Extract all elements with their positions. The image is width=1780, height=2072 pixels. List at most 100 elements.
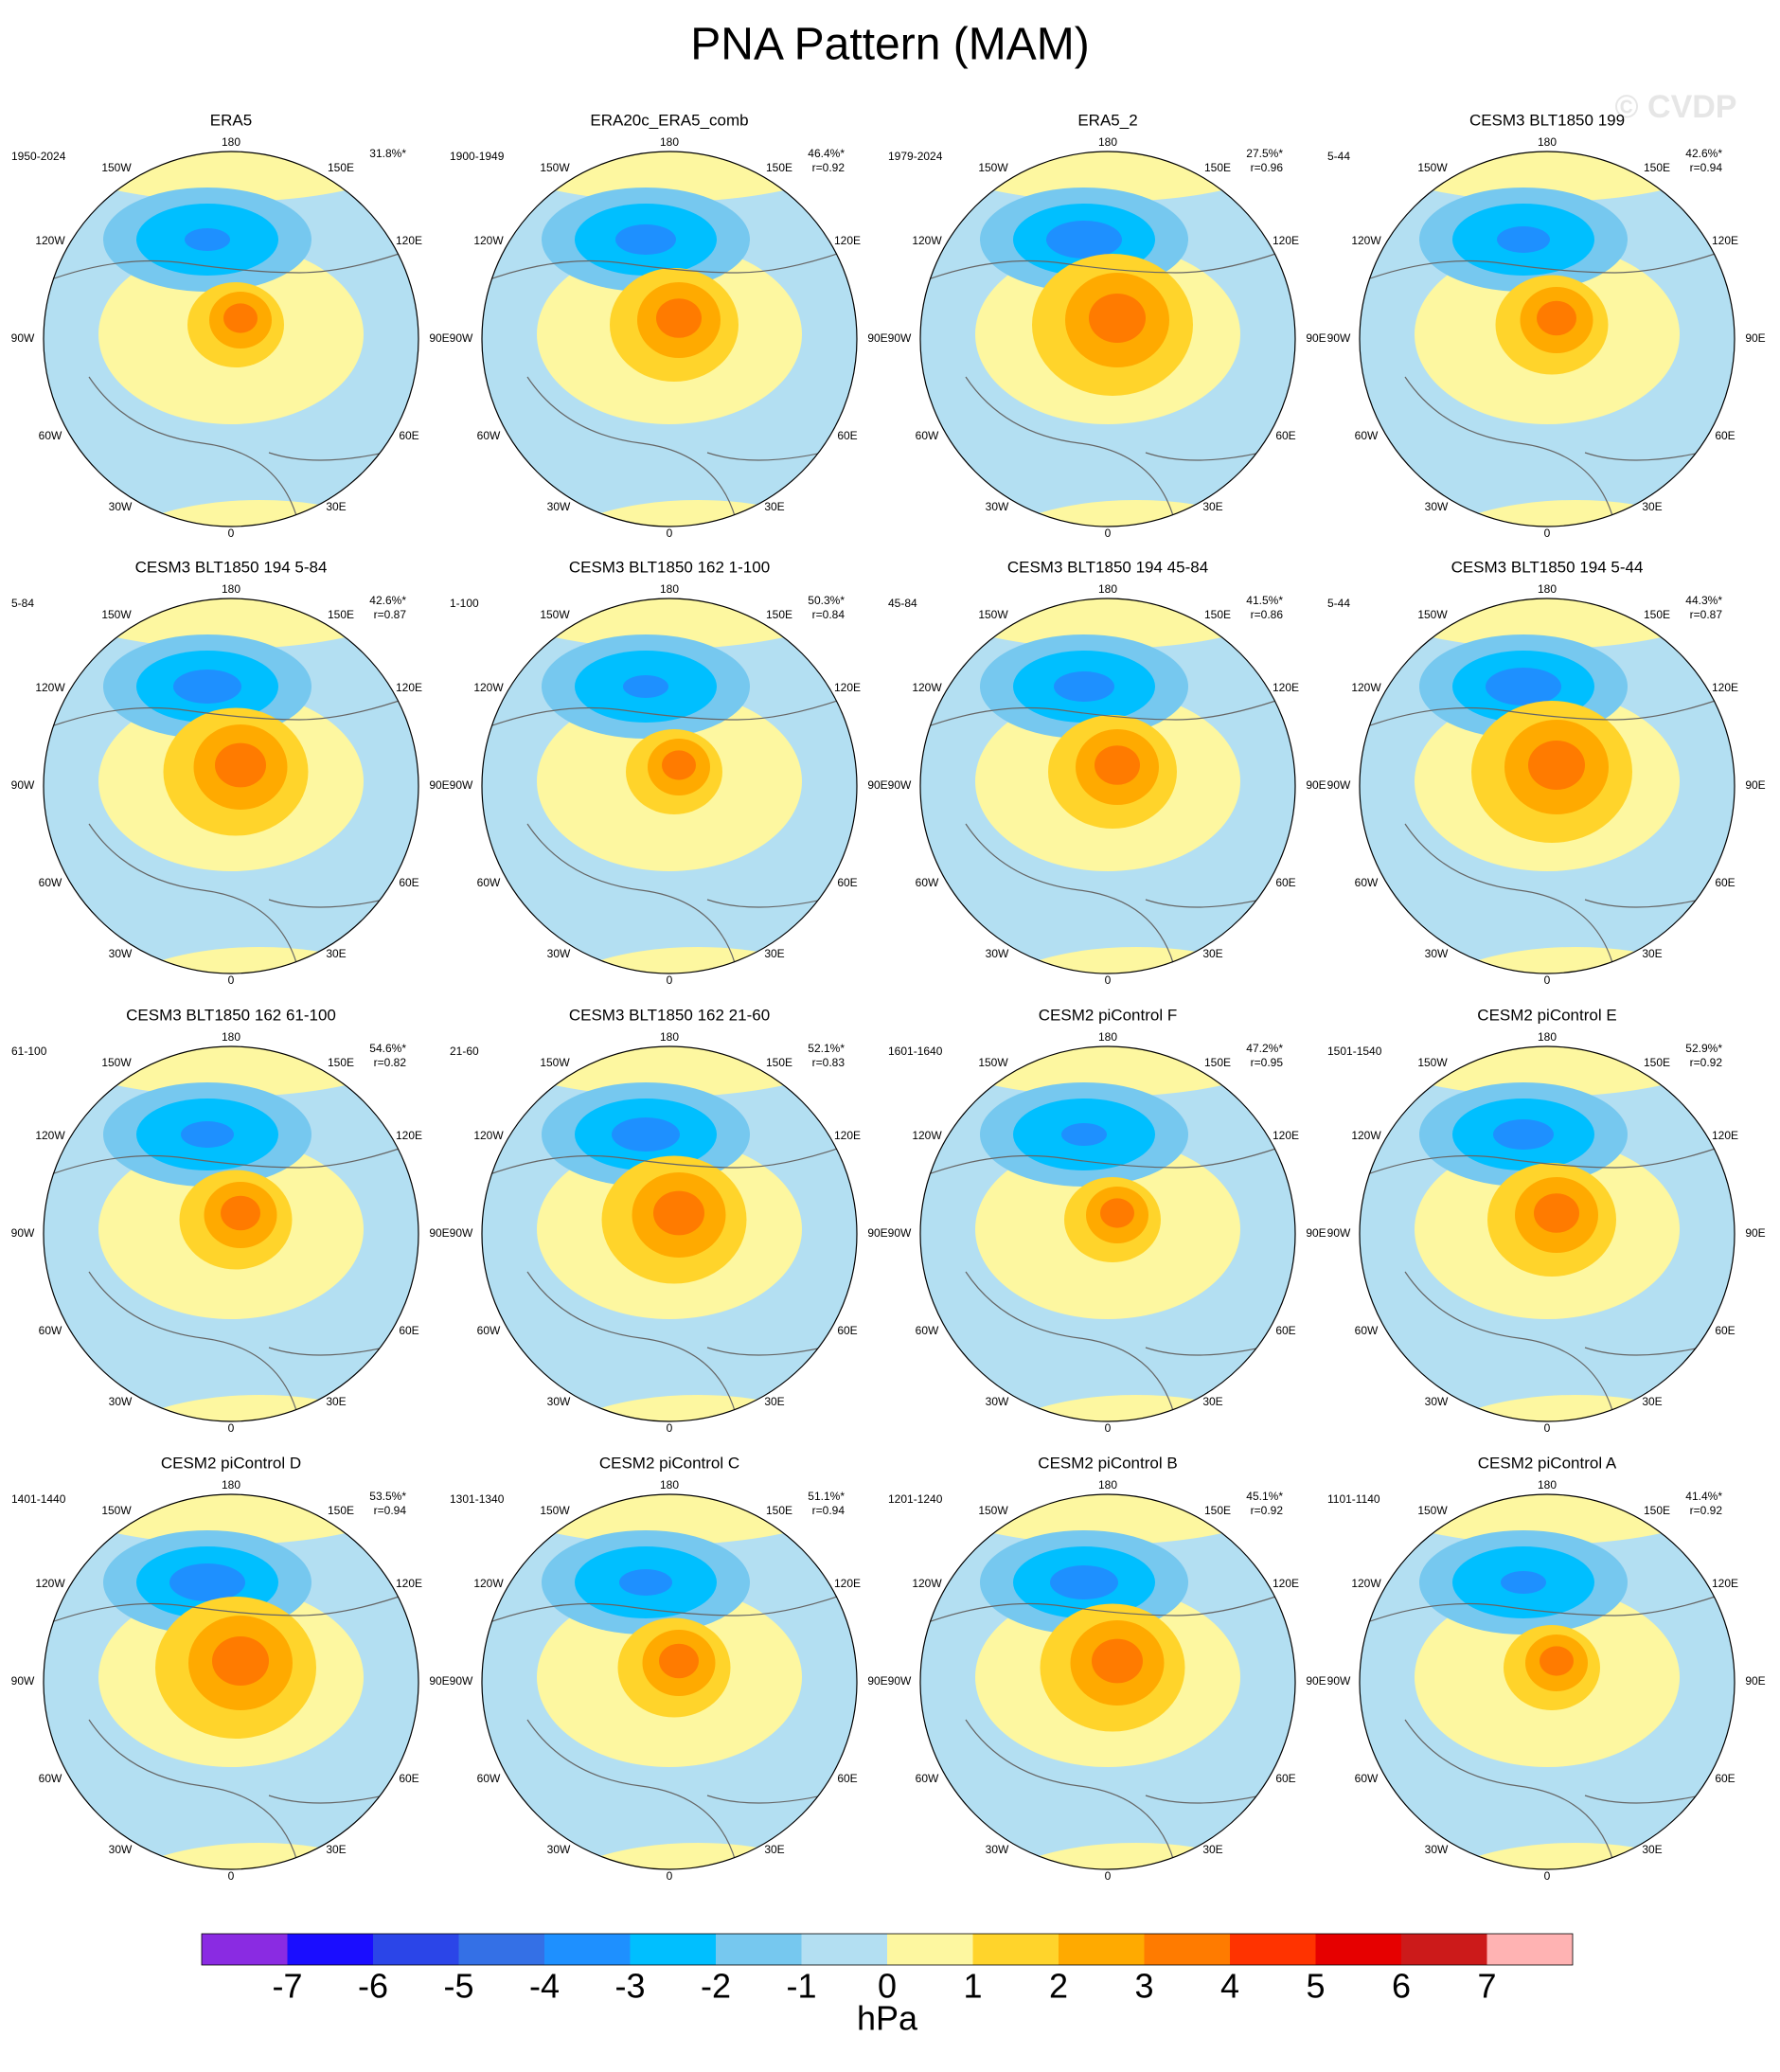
- lon-label: 150W: [1417, 608, 1448, 621]
- lon-label: 90W: [450, 1674, 473, 1688]
- colorbar-label: -5: [443, 1967, 473, 2006]
- lon-label: 60W: [39, 876, 62, 889]
- lon-label: 30W: [547, 500, 571, 513]
- lon-label: 60W: [477, 1772, 501, 1785]
- lon-label: 120W: [1351, 1577, 1381, 1590]
- lon-label: 150E: [328, 1056, 354, 1069]
- lon-label: 30E: [1202, 500, 1222, 513]
- lon-label: 90W: [888, 331, 912, 345]
- lon-label: 0: [1105, 1421, 1112, 1435]
- lon-label: 60E: [399, 1772, 418, 1785]
- map-panel: CESM3 BLT1850 162 21-60 21-60 52.1%*r=0.83…: [450, 1006, 888, 1435]
- lon-label: 120E: [1273, 681, 1299, 694]
- lon-label: 60W: [477, 1324, 501, 1337]
- colorbar-box: [1401, 1934, 1487, 1965]
- field-neg: [181, 1121, 234, 1148]
- panel-r: r=0.92: [1251, 1504, 1284, 1517]
- lon-label: 60W: [1355, 429, 1379, 442]
- colorbar-label: 5: [1306, 1967, 1325, 2006]
- panel-pct: 44.3%*: [1685, 594, 1722, 607]
- map-panel: CESM2 piControl A 1101-1140 41.4%*r=0.92 18…: [1327, 1454, 1766, 1883]
- map-panel: CESM3 BLT1850 194 5-84 5-84 42.6%*r=0.87 18…: [11, 558, 450, 987]
- lon-label: 0: [1544, 1869, 1551, 1883]
- panel-period: 1101-1140: [1327, 1492, 1380, 1506]
- lon-label: 90W: [11, 778, 35, 792]
- figure-title: PNA Pattern (MAM): [690, 20, 1089, 70]
- panel-period: 1900-1949: [450, 150, 505, 163]
- lon-label: 150E: [1644, 1056, 1670, 1069]
- watermark: © CVDP: [1615, 89, 1737, 125]
- lon-label: 60W: [1355, 1324, 1379, 1337]
- panel-pct: 46.4%*: [808, 147, 845, 160]
- lon-label: 150E: [328, 161, 354, 174]
- lon-label: 60W: [916, 1772, 939, 1785]
- panel-period: 5-44: [1327, 597, 1350, 610]
- panel-period: 1950-2024: [11, 150, 66, 163]
- lon-label: 60W: [916, 429, 939, 442]
- lon-label: 120W: [35, 234, 65, 247]
- map-border: [43, 1493, 419, 1870]
- lon-label: 120E: [1712, 234, 1738, 247]
- lon-label: 60E: [837, 1324, 857, 1337]
- lon-label: 30W: [986, 947, 1009, 960]
- field-neg: [1046, 221, 1122, 259]
- lon-label: 180: [222, 1478, 240, 1491]
- lon-label: 30E: [326, 500, 346, 513]
- field-neg: [1501, 1571, 1546, 1594]
- colorbar-box: [887, 1934, 973, 1965]
- panel-period: 1-100: [450, 597, 479, 610]
- lon-label: 150E: [766, 1056, 792, 1069]
- lon-label: 60E: [1715, 876, 1735, 889]
- lon-label: 0: [1105, 527, 1112, 540]
- map-border: [919, 1045, 1296, 1422]
- panel-title: CESM3 BLT1850 194 5-84: [135, 558, 328, 576]
- panel-r: r=0.92: [812, 161, 846, 174]
- panel-pct: 31.8%*: [369, 147, 406, 160]
- field-pos: [653, 1190, 704, 1236]
- panel-pct: 41.5%*: [1246, 594, 1283, 607]
- lon-label: 0: [1105, 973, 1112, 987]
- field-neg: [615, 224, 676, 255]
- lon-label: 150W: [101, 608, 132, 621]
- lon-label: 90E: [429, 778, 449, 792]
- panel-title: CESM3 BLT1850 162 61-100: [126, 1006, 336, 1024]
- field-pos: [1424, 500, 1727, 527]
- lon-label: 90W: [11, 331, 35, 345]
- lon-label: 30E: [1202, 1843, 1222, 1856]
- lon-label: 120E: [834, 1577, 861, 1590]
- lon-label: 150W: [1417, 1504, 1448, 1517]
- lon-label: 150E: [1644, 161, 1670, 174]
- lon-label: 120E: [396, 681, 422, 694]
- lon-label: 90E: [867, 1226, 887, 1240]
- map-panel: CESM2 piControl B 1201-1240 45.1%*r=0.92 18…: [888, 1454, 1326, 1883]
- lon-label: 120E: [834, 1129, 861, 1142]
- map-border: [481, 1045, 858, 1422]
- lon-label: 120W: [912, 1577, 942, 1590]
- lon-label: 0: [228, 973, 235, 987]
- lon-label: 150E: [1204, 608, 1231, 621]
- lon-label: 60E: [1275, 1324, 1295, 1337]
- lon-label: 0: [1544, 1421, 1551, 1435]
- field-pos: [108, 947, 411, 973]
- lon-label: 60E: [837, 1772, 857, 1785]
- panel-title: CESM3 BLT1850 199: [1469, 111, 1625, 129]
- field-pos: [1424, 947, 1727, 973]
- colorbar-label: 6: [1392, 1967, 1411, 2006]
- lon-label: 120W: [473, 681, 504, 694]
- panel-title: ERA20c_ERA5_comb: [590, 111, 748, 129]
- colorbar-label: 7: [1477, 1967, 1496, 2006]
- lon-label: 30E: [764, 500, 784, 513]
- panel-r: r=0.86: [1251, 608, 1284, 621]
- map-panel: CESM3 BLT1850 162 61-100 61-100 54.6%*r=0.…: [11, 1006, 450, 1435]
- panel-period: 1401-1440: [11, 1492, 66, 1506]
- colorbar-label: -4: [529, 1967, 560, 2006]
- lon-label: 150W: [978, 1056, 1008, 1069]
- field-pos: [221, 1195, 260, 1231]
- lon-label: 150W: [978, 1504, 1008, 1517]
- lon-label: 150E: [1644, 608, 1670, 621]
- map-panel: CESM3 BLT1850 162 1-100 1-100 50.3%*r=0.84…: [450, 558, 888, 987]
- colorbar-box: [630, 1934, 716, 1965]
- map-panel: CESM3 BLT1850 194 45-84 45-84 41.5%*r=0.86…: [888, 558, 1326, 987]
- lon-label: 60W: [1355, 876, 1379, 889]
- lon-label: 150W: [101, 1056, 132, 1069]
